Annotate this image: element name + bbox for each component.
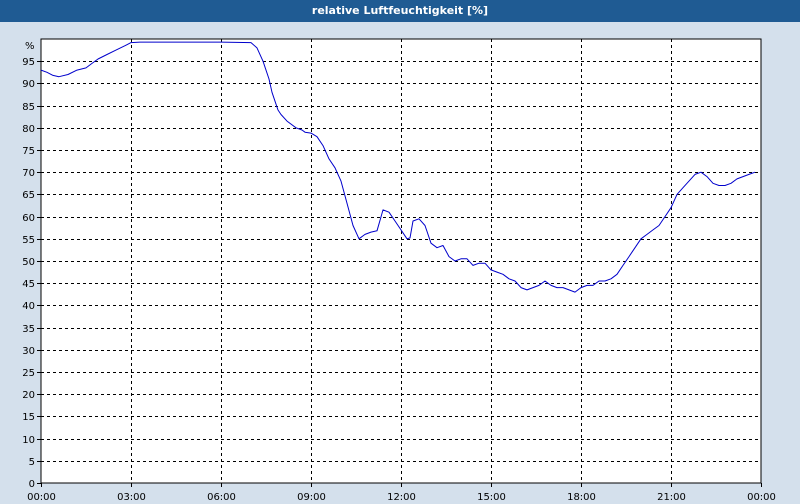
humidity-series-line <box>40 41 756 293</box>
y-tick-label: 20 <box>22 390 35 401</box>
y-tick-label: 80 <box>22 124 35 135</box>
x-tick-time-label: 15:00 <box>477 492 506 500</box>
x-tick-time-label: 00:00 <box>27 492 56 500</box>
x-tick-time-label: 03:00 <box>117 492 146 500</box>
chart-title: relative Luftfeuchtigkeit [%] <box>0 0 800 22</box>
y-tick-label: 65 <box>22 190 35 201</box>
y-tick-label: 85 <box>22 102 35 113</box>
y-tick-label: 95 <box>22 57 35 68</box>
y-axis-unit-label: % <box>25 41 35 52</box>
y-tick-label: 70 <box>22 168 35 179</box>
chart-container: 0 5 10 15 20 25 30 35 40 45 50 55 60 65 70 75 80 85 90 95 00… <box>0 22 800 503</box>
y-tick-label: 15 <box>22 412 35 423</box>
y-tick-label: 0 <box>29 479 35 490</box>
x-tick-time-label: 12:00 <box>387 492 416 500</box>
line-chart: 0 5 10 15 20 25 30 35 40 45 50 55 60 65 70 75 80 85 90 95 00… <box>22 38 776 503</box>
x-tick-time-label: 09:00 <box>297 492 326 500</box>
x-tick-time-label: 00:00 <box>747 492 776 500</box>
y-tick-label: 90 <box>22 79 35 90</box>
x-tick-time-label: 06:00 <box>207 492 236 500</box>
x-tick-time-label: 21:00 <box>657 492 686 500</box>
y-tick-label: 35 <box>22 324 35 335</box>
y-tick-label: 60 <box>22 213 35 224</box>
y-tick-label: 55 <box>22 235 35 246</box>
y-tick-label: 75 <box>22 146 35 157</box>
y-tick-label: 40 <box>22 301 35 312</box>
y-tick-label: 50 <box>22 257 35 268</box>
y-tick-label: 5 <box>29 457 35 468</box>
y-tick-label: 25 <box>22 368 35 379</box>
axis-ticks: 0 5 10 15 20 25 30 35 40 45 50 55 60 65 70 75 80 85 90 95 00… <box>22 57 776 503</box>
y-tick-label: 30 <box>22 346 35 357</box>
grid-lines <box>41 39 761 483</box>
x-tick-time-label: 18:00 <box>567 492 596 500</box>
series-layer <box>40 41 756 293</box>
y-tick-label: 10 <box>22 435 35 446</box>
y-tick-label: 45 <box>22 279 35 290</box>
